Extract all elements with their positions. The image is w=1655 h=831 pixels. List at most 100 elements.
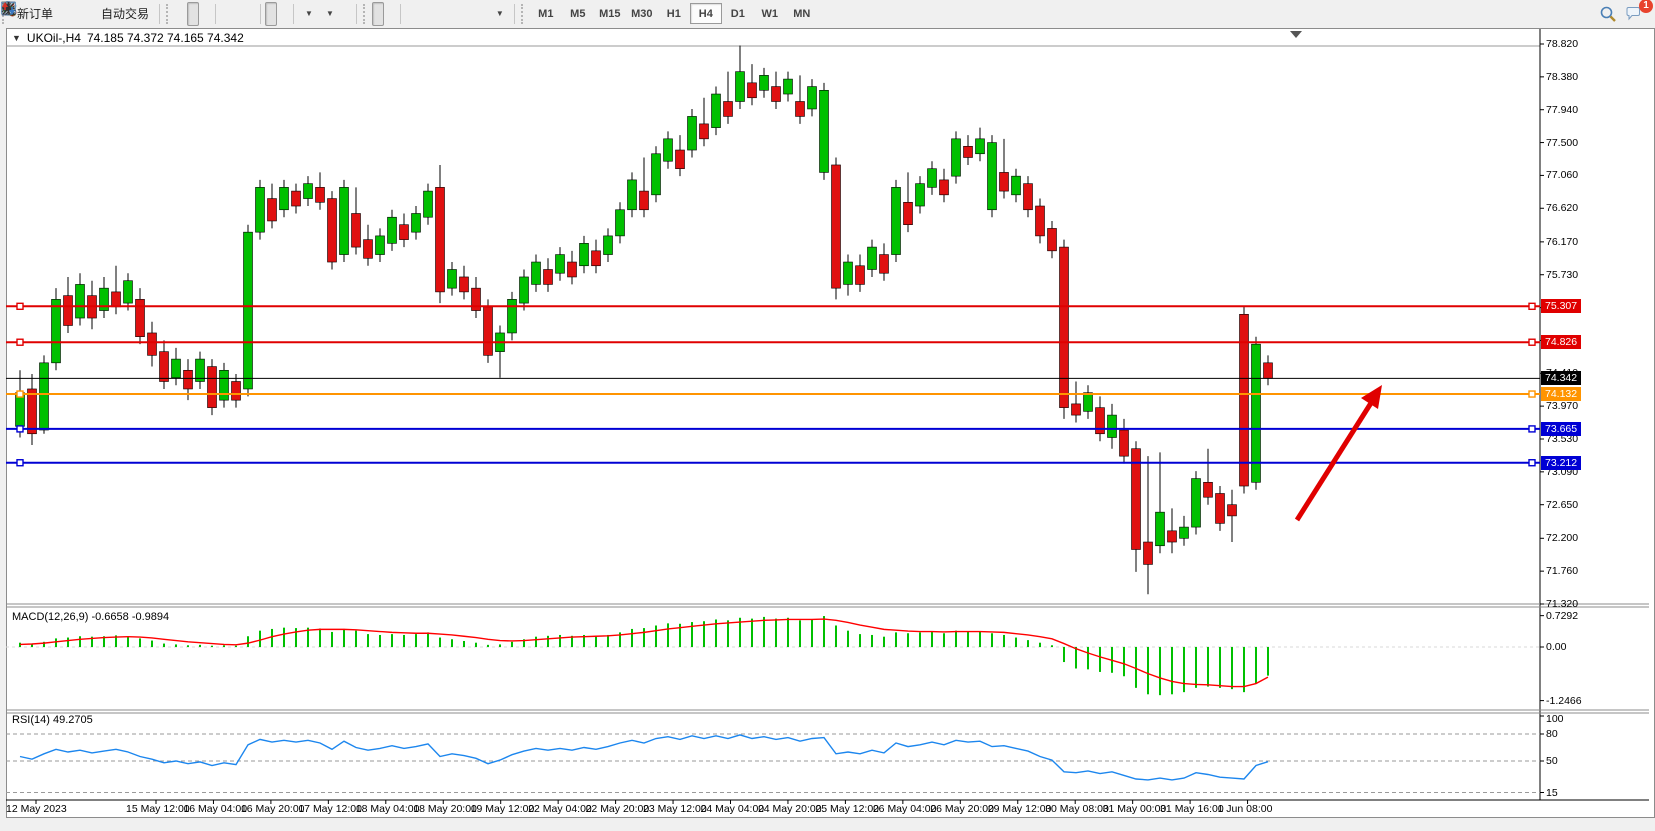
timeframe-button-m30[interactable]: M30: [631, 7, 653, 20]
time-axis-label: 26 May 04:00: [872, 803, 937, 815]
text-label-tool-button[interactable]: T: [2, 2, 489, 26]
autotrading-label: 自动交易: [101, 7, 150, 21]
candle: [999, 172, 1009, 192]
time-axis-label: 1 Jun 08:00: [1217, 803, 1273, 815]
candle: [1155, 511, 1165, 547]
trend-arrow-head-icon[interactable]: [1361, 385, 1382, 409]
candle: [651, 153, 661, 196]
timeframe-button-d1[interactable]: D1: [730, 7, 745, 20]
chart-window[interactable]: [6, 28, 1655, 818]
candle: [795, 101, 805, 117]
candle: [51, 299, 61, 364]
price-axis-label: 77.500: [1546, 136, 1579, 149]
price-axis-label: 78.820: [1546, 38, 1579, 50]
level-anchor-handle[interactable]: [1528, 459, 1536, 467]
trendline-tool-button[interactable]: [2, 2, 441, 26]
rsi-axis-label: 100: [1546, 713, 1564, 725]
new-order-button[interactable]: 新订单: [11, 2, 59, 26]
time-axis-label: 17 May 12:00: [298, 803, 362, 815]
chart-title: ▼ UKOil-,H4 74.185 74.372 74.165 74.342: [12, 31, 244, 45]
candle: [1251, 343, 1261, 483]
timeframe-button-m5[interactable]: M5: [570, 7, 586, 20]
candle: [435, 187, 445, 293]
timeframe-button-h4[interactable]: H4: [689, 3, 722, 24]
toolbar-grip[interactable]: [362, 3, 370, 24]
toolbar-grip[interactable]: [166, 3, 173, 24]
level-anchor-handle[interactable]: [16, 338, 24, 346]
dropdown-caret-icon: ▼: [325, 9, 334, 18]
one-click-expander-icon[interactable]: ▼: [12, 33, 21, 43]
candle: [1035, 205, 1045, 237]
candle: [555, 254, 565, 274]
level-anchor-handle[interactable]: [16, 425, 24, 433]
rsi-indicator-label: RSI(14) 49.2705: [12, 714, 93, 726]
timeframe-button-w1[interactable]: W1: [761, 7, 779, 20]
level-anchor-handle[interactable]: [16, 390, 24, 398]
candle: [1059, 246, 1069, 408]
text-tool-button[interactable]: A: [4, 1, 477, 26]
candle: [327, 198, 337, 263]
arrows-tool-button[interactable]: ▼: [2, 2, 510, 26]
price-axis-label: 73.530: [1546, 432, 1579, 445]
bid-price-tag: 74.342: [1541, 371, 1582, 386]
candle: [255, 187, 265, 233]
time-axis-label: 22 May 04:00: [528, 803, 592, 815]
candle: [1083, 392, 1093, 412]
price-axis-label: 73.970: [1546, 400, 1579, 413]
timeframe-button-m15[interactable]: M15: [599, 7, 621, 20]
level-anchor-handle[interactable]: [1528, 338, 1536, 346]
time-axis-label: 24 May 04:00: [700, 803, 765, 815]
candle: [411, 213, 421, 233]
timeframe-button-m1[interactable]: M1: [538, 7, 554, 20]
price-axis-label: 76.170: [1546, 235, 1579, 248]
text-label-glyph: T: [6, 5, 12, 16]
candle: [471, 287, 481, 311]
time-axis-label: 16 May 04:00: [183, 803, 248, 815]
candle: [723, 101, 733, 117]
level-anchor-handle[interactable]: [1528, 302, 1536, 311]
price-axis-label: 78.380: [1546, 70, 1579, 83]
time-axis-label: 24 May 20:00: [757, 803, 822, 815]
level-anchor-handle[interactable]: [1528, 390, 1536, 398]
chart-ohlc-readout: 74.185 74.372 74.165 74.342: [86, 31, 244, 45]
text-tool-icon: A: [4, 1, 13, 16]
candle: [1071, 403, 1081, 416]
macd-axis-label: -1.2466: [1546, 694, 1582, 707]
level-anchor-handle[interactable]: [1528, 425, 1536, 433]
candle: [783, 78, 793, 95]
candle: [975, 138, 985, 155]
candle: [699, 123, 709, 140]
time-axis-label: 18 May 20:00: [413, 803, 477, 815]
notification-badge: 1: [1639, 0, 1653, 13]
time-axis-label: 29 May 12:00: [987, 803, 1052, 815]
toolbar-grip[interactable]: [520, 3, 528, 24]
candle: [987, 142, 997, 211]
timeframe-button-h1[interactable]: H1: [666, 7, 681, 20]
chart-shift-marker-icon[interactable]: [1290, 31, 1302, 38]
candle: [27, 388, 37, 435]
candle: [315, 187, 325, 203]
text-label-icon: T: [2, 2, 15, 16]
price-axis-label: 77.940: [1546, 103, 1579, 116]
text-glyph: A: [4, 1, 13, 16]
level-price-tag: 74.132: [1541, 387, 1582, 402]
trend-arrow-shaft[interactable]: [1294, 401, 1374, 522]
candle: [351, 213, 361, 248]
candle: [267, 198, 277, 222]
search-icon[interactable]: [1599, 5, 1617, 23]
notifications-button[interactable]: 1: [1625, 0, 1653, 23]
level-anchor-handle[interactable]: [16, 302, 24, 311]
candle: [915, 183, 925, 207]
chart-symbol-period: UKOil-,H4: [26, 31, 81, 45]
new-order-label: 新订单: [17, 7, 54, 21]
candle: [207, 366, 217, 408]
level-anchor-handle[interactable]: [16, 459, 24, 467]
candle: [339, 187, 349, 255]
candle: [483, 306, 493, 356]
candle: [663, 138, 673, 162]
rsi-axis-label: 50: [1546, 755, 1558, 767]
candle: [99, 287, 109, 311]
timeframe-button-mn[interactable]: MN: [793, 7, 811, 20]
